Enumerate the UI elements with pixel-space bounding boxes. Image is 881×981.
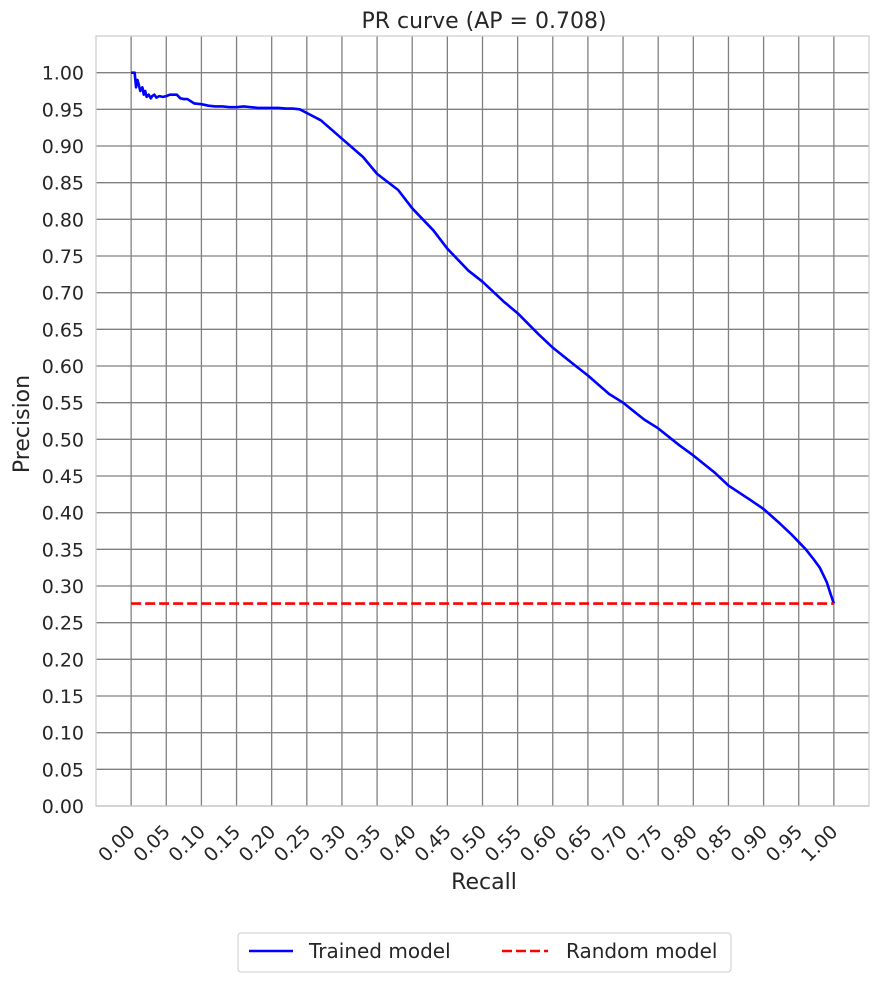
y-tick-label: 0.80 bbox=[42, 209, 84, 231]
x-tick-label: 0.40 bbox=[375, 821, 420, 866]
x-tick-label: 0.65 bbox=[551, 821, 596, 866]
x-tick-label: 1.00 bbox=[797, 821, 842, 866]
y-tick-label: 0.00 bbox=[42, 796, 84, 818]
x-tick-label: 0.20 bbox=[235, 821, 280, 866]
x-tick-label: 0.75 bbox=[621, 821, 666, 866]
y-tick-label: 0.10 bbox=[42, 723, 84, 745]
y-axis-label: Precision bbox=[10, 375, 35, 473]
x-tick-label: 0.00 bbox=[94, 821, 139, 866]
y-tick-label: 0.95 bbox=[42, 99, 84, 121]
y-tick-label: 0.30 bbox=[42, 576, 84, 598]
x-tick-label: 0.35 bbox=[340, 821, 385, 866]
y-tick-label: 0.85 bbox=[42, 173, 84, 195]
x-tick-label: 0.60 bbox=[516, 821, 561, 866]
y-tick-label: 0.40 bbox=[42, 503, 84, 525]
y-tick-label: 0.05 bbox=[42, 759, 84, 781]
y-tick-label: 0.70 bbox=[42, 283, 84, 305]
x-tick-label: 0.95 bbox=[762, 821, 807, 866]
legend-label-random-model: Random model bbox=[566, 939, 717, 963]
y-tick-label: 0.20 bbox=[42, 649, 84, 671]
y-tick-labels: 0.00 0.05 0.10 0.15 0.20 0.25 0.30 0.35 0.40 0.45… bbox=[42, 63, 84, 818]
legend: Trained model Random model bbox=[237, 932, 732, 973]
x-tick-label: 0.80 bbox=[656, 821, 701, 866]
y-tick-label: 0.65 bbox=[42, 319, 84, 341]
legend-box bbox=[237, 932, 732, 973]
y-tick-label: 0.55 bbox=[42, 393, 84, 415]
x-tick-label: 0.30 bbox=[305, 821, 350, 866]
x-tick-label: 0.50 bbox=[446, 821, 491, 866]
y-tick-label: 1.00 bbox=[42, 63, 84, 85]
x-tick-labels: 0.000.050.100.150.200.250.300.350.400.45… bbox=[94, 821, 842, 866]
legend-label-trained-model: Trained model bbox=[308, 939, 451, 963]
plot-frame bbox=[95, 35, 870, 807]
y-tick-label: 0.15 bbox=[42, 686, 84, 708]
y-tick-label: 0.60 bbox=[42, 356, 84, 378]
y-tick-label: 0.35 bbox=[42, 539, 84, 561]
x-tick-label: 0.55 bbox=[481, 821, 526, 866]
series-layer bbox=[131, 71, 836, 605]
series-line-trained-model bbox=[131, 71, 836, 605]
x-axis-label: Recall bbox=[451, 870, 517, 895]
x-tick-label: 0.90 bbox=[727, 821, 772, 866]
x-tick-label: 0.15 bbox=[200, 821, 245, 866]
x-tick-label: 0.25 bbox=[270, 821, 315, 866]
y-tick-label: 0.25 bbox=[42, 613, 84, 635]
y-tick-label: 0.75 bbox=[42, 246, 84, 268]
y-tick-label: 0.45 bbox=[42, 466, 84, 488]
x-tick-label: 0.10 bbox=[164, 821, 209, 866]
x-tick-label: 0.05 bbox=[129, 821, 174, 866]
x-tick-label: 0.70 bbox=[586, 821, 631, 866]
y-tick-label: 0.90 bbox=[42, 136, 84, 158]
y-tick-label: 0.50 bbox=[42, 429, 84, 451]
chart-title: PR curve (AP = 0.708) bbox=[361, 9, 606, 34]
x-tick-label: 0.85 bbox=[692, 821, 737, 866]
grid-layer bbox=[96, 36, 869, 807]
x-tick-label: 0.45 bbox=[410, 821, 455, 866]
